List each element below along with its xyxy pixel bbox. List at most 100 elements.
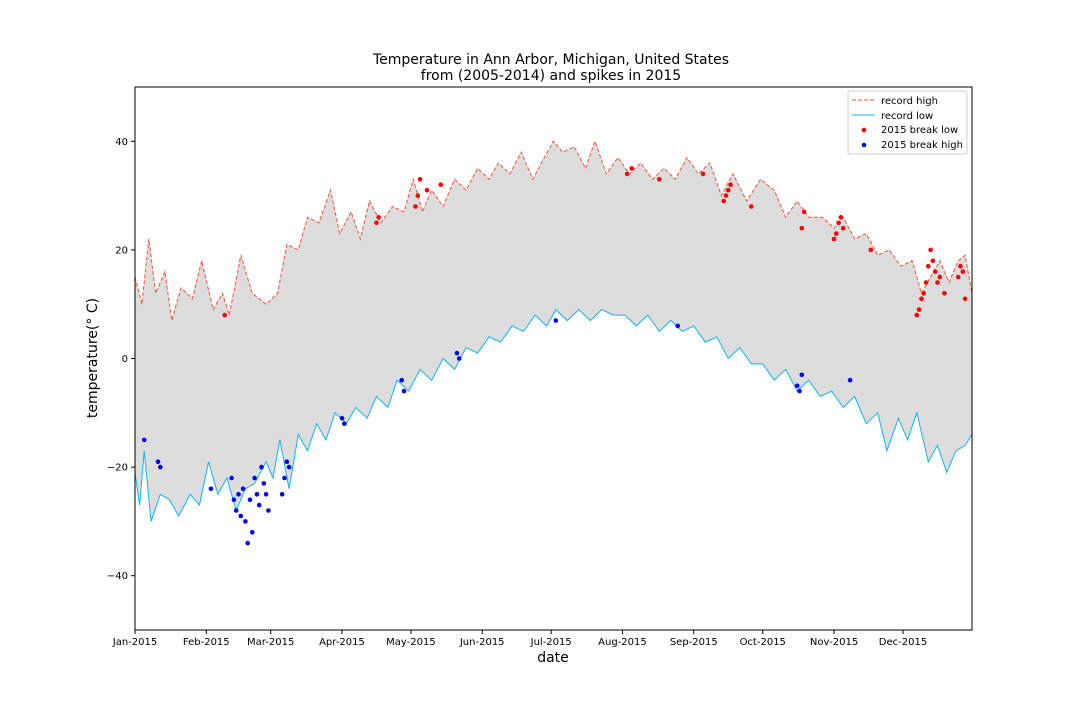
break-low-point <box>923 280 929 285</box>
break-high-point <box>252 475 257 481</box>
break-low-point <box>723 193 729 198</box>
break-low-point <box>728 182 733 187</box>
break-high-point <box>259 464 264 470</box>
break-low-point <box>926 263 931 269</box>
x-tick-label: Jan-2015 <box>112 637 157 648</box>
break-high-point <box>282 475 287 481</box>
break-high-point <box>339 415 345 421</box>
legend-label-break-low: 2015 break low <box>881 125 958 136</box>
legend-label-break-high: 2015 break high <box>881 140 963 151</box>
break-high-point <box>456 356 462 361</box>
break-high-point <box>240 486 246 492</box>
break-low-point <box>932 269 938 274</box>
y-tick-label: 40 <box>115 137 128 148</box>
break-low-point <box>721 198 726 204</box>
break-low-point <box>438 182 444 187</box>
break-high-point <box>141 437 147 443</box>
x-tick-label: May-2015 <box>386 637 436 648</box>
break-low-point <box>840 225 846 231</box>
x-tick-label: Apr-2015 <box>319 637 365 648</box>
break-low-point <box>424 187 430 193</box>
break-high-point <box>553 318 559 323</box>
break-high-point <box>401 388 407 394</box>
break-high-point <box>238 513 244 519</box>
chart-subtitle: from (2005-2014) and spikes in 2015 <box>421 68 681 84</box>
break-high-point <box>847 377 853 383</box>
x-tick-label: Mar-2015 <box>247 637 294 648</box>
break-low-point <box>935 280 940 285</box>
x-tick-label: Jun-2015 <box>459 637 505 648</box>
break-low-point <box>222 312 227 318</box>
break-low-point <box>838 215 844 220</box>
legend-box <box>847 90 968 155</box>
break-low-point <box>930 258 936 264</box>
legend-swatch-break-low <box>861 127 867 133</box>
break-high-point <box>245 540 250 546</box>
break-low-point <box>415 193 421 198</box>
break-high-point <box>155 459 161 465</box>
break-high-point <box>454 350 460 356</box>
break-high-point <box>261 481 267 486</box>
break-low-point <box>831 236 837 242</box>
scatter-points <box>141 166 968 546</box>
break-high-point <box>243 519 248 524</box>
y-axis-title: temperature(° C) <box>85 298 101 418</box>
x-axis: Jan-2015 Feb-2015 Mar-2015 Apr-2015 May-2015… <box>112 630 927 648</box>
break-high-point <box>794 383 800 389</box>
break-low-point <box>937 274 943 280</box>
break-low-point <box>376 215 382 220</box>
break-low-point <box>413 204 418 209</box>
break-high-point <box>797 388 802 394</box>
break-high-point <box>158 464 163 470</box>
legend-label-record-high: record high <box>881 96 938 107</box>
break-low-point <box>624 171 630 177</box>
y-axis: −40 −20 0 20 40 <box>107 137 135 582</box>
break-low-point <box>801 209 807 215</box>
x-axis-title: date <box>537 650 569 666</box>
break-low-point <box>919 296 924 302</box>
legend-swatch-break-high <box>861 142 867 148</box>
break-high-point <box>247 497 253 503</box>
y-tick-label: −40 <box>107 571 128 582</box>
y-tick-label: 0 <box>122 354 128 365</box>
break-low-point <box>749 204 754 209</box>
break-high-point <box>279 492 285 497</box>
break-high-point <box>254 492 260 497</box>
break-low-point <box>921 291 926 296</box>
break-high-point <box>236 492 241 497</box>
break-low-point <box>962 296 968 302</box>
x-tick-label: Sep-2015 <box>670 637 718 648</box>
legend: record high record low 2015 break low 20… <box>847 90 968 155</box>
break-low-point <box>928 247 933 253</box>
break-low-point <box>942 291 947 296</box>
break-low-point <box>958 263 963 269</box>
x-tick-label: Jul-2015 <box>530 637 572 648</box>
break-high-point <box>399 377 405 383</box>
break-low-point <box>657 177 662 182</box>
break-high-point <box>284 459 290 465</box>
x-tick-label: Dec-2015 <box>879 637 927 648</box>
x-tick-label: Feb-2015 <box>183 637 230 648</box>
y-tick-label: −20 <box>107 463 128 474</box>
break-high-point <box>229 475 234 481</box>
break-low-point <box>955 274 961 280</box>
break-high-point <box>286 464 292 470</box>
break-low-point <box>799 225 805 231</box>
break-high-point <box>208 486 214 492</box>
break-low-point <box>916 307 922 312</box>
break-high-point <box>675 323 680 329</box>
break-low-point <box>834 231 839 236</box>
x-tick-label: Nov-2015 <box>810 637 858 648</box>
fill-between-band <box>135 141 972 522</box>
break-high-point <box>342 421 347 427</box>
record-low-line <box>134 308 973 522</box>
break-low-point <box>417 177 423 182</box>
fill-between-area <box>135 141 972 522</box>
break-high-point <box>256 502 262 508</box>
legend-label-record-low: record low <box>881 111 933 122</box>
y-tick-label: 20 <box>115 245 128 256</box>
break-low-point <box>914 312 920 318</box>
break-high-point <box>250 530 255 535</box>
break-low-point <box>726 187 731 193</box>
